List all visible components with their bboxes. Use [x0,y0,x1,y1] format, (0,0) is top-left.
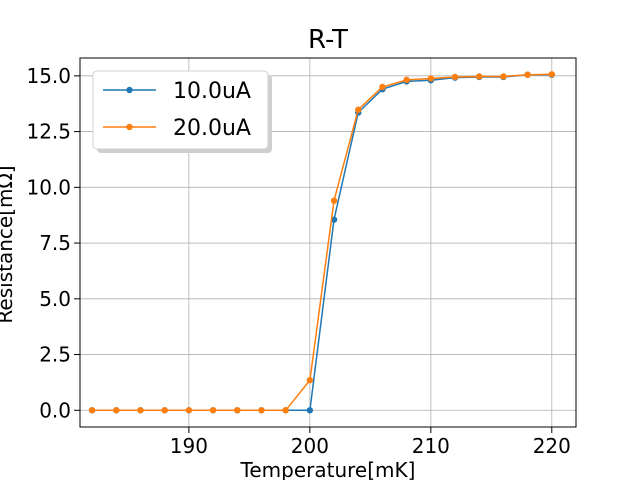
data-point [306,407,314,414]
legend: 10.0uA 20.0uA [92,70,272,153]
data-point [355,106,362,113]
data-point [258,407,265,414]
data-point [161,407,168,414]
x-tick-label: 220 [533,434,571,458]
x-tick-label: 190 [170,434,208,458]
data-point [234,407,241,414]
data-point [88,407,96,414]
data-point [379,83,386,91]
y-tick-label: 10.0 [26,175,71,199]
data-point [403,76,410,84]
data-point [306,376,314,384]
y-tick-label: 12.5 [26,120,71,144]
data-point [476,73,483,80]
series-1 [88,71,556,414]
legend-swatch-marker [126,86,133,94]
x-tick-label: 210 [412,434,450,458]
data-point [548,71,556,78]
data-point [524,71,531,78]
x-tick-label: 200 [291,434,329,458]
series-layer [88,71,556,414]
data-point [113,407,120,414]
y-tick-label: 15.0 [26,64,71,88]
data-point [282,407,289,414]
y-tick-label: 5.0 [39,287,71,311]
y-axis-label: Resistance[mΩ] [0,165,17,323]
data-point [451,73,459,81]
y-tick-label: 0.0 [39,398,71,422]
x-axis-label: Temperature[mK] [240,458,416,480]
data-point [427,75,435,82]
data-point [209,407,217,414]
data-point [500,73,507,80]
data-point [330,197,338,204]
legend-entry-label: 10.0uA [173,79,251,104]
plot-frame [79,57,577,428]
legend-swatch-marker [126,123,133,131]
chart-title: R-T [308,25,348,55]
series-line [92,73,552,412]
tick-layer: 190 200 210 220 0.0 2.5 5.0 7.5 10.0 12.5 15.0 [26,64,570,458]
data-point [185,407,193,414]
data-point [330,216,338,223]
legend-entry-label: 20.0uA [173,116,251,141]
y-tick-label: 7.5 [39,231,71,255]
data-point [137,407,144,414]
y-tick-label: 2.5 [39,343,71,367]
